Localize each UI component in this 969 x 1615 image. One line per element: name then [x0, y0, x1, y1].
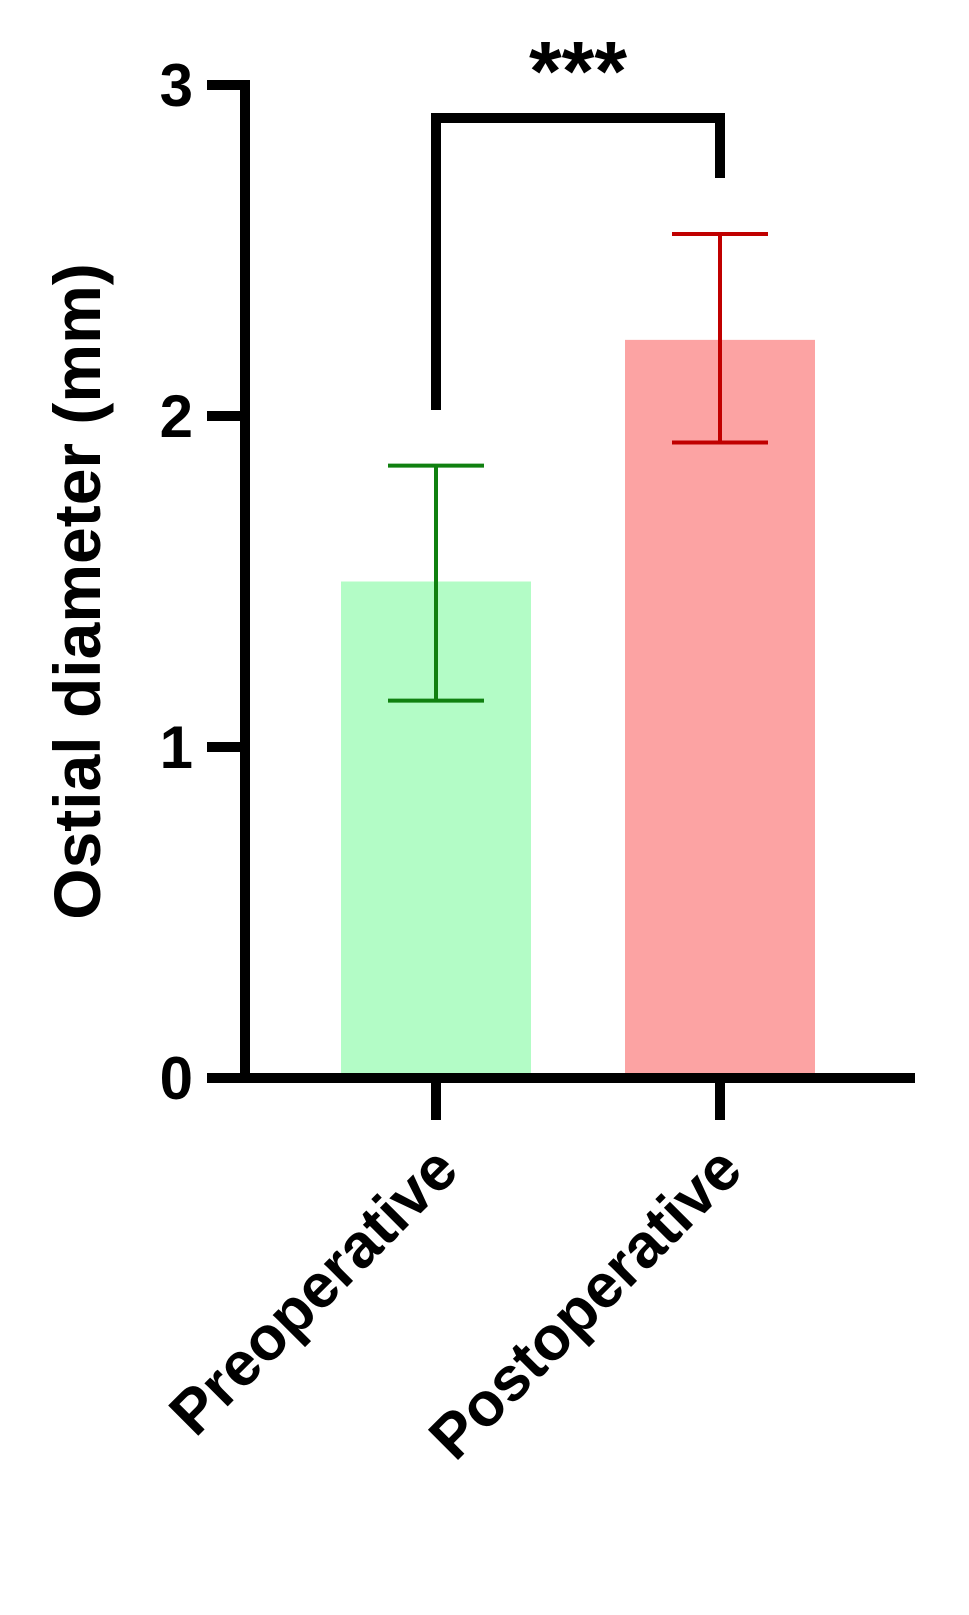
bars-layer	[341, 339, 815, 1078]
significance-label: ***	[529, 24, 627, 118]
y-tick-label: 0	[160, 1045, 193, 1112]
x-tick-label-preoperative: Preoperative	[156, 1134, 470, 1448]
y-tick-label: 1	[160, 714, 193, 781]
error-bars-layer	[388, 231, 768, 703]
bar-postoperative	[625, 339, 815, 1078]
significance-bracket	[431, 113, 725, 410]
y-ticks-layer: 0 1 2 3	[160, 52, 245, 1112]
y-tick-label: 2	[160, 383, 193, 450]
significance-layer: ***	[431, 24, 725, 410]
y-axis-title: Ostial diameter (mm)	[40, 263, 114, 920]
error-bar-postoperative	[672, 231, 768, 445]
error-bar-preoperative	[388, 463, 484, 703]
y-tick-label: 3	[160, 52, 193, 119]
axes-layer	[240, 80, 915, 1083]
